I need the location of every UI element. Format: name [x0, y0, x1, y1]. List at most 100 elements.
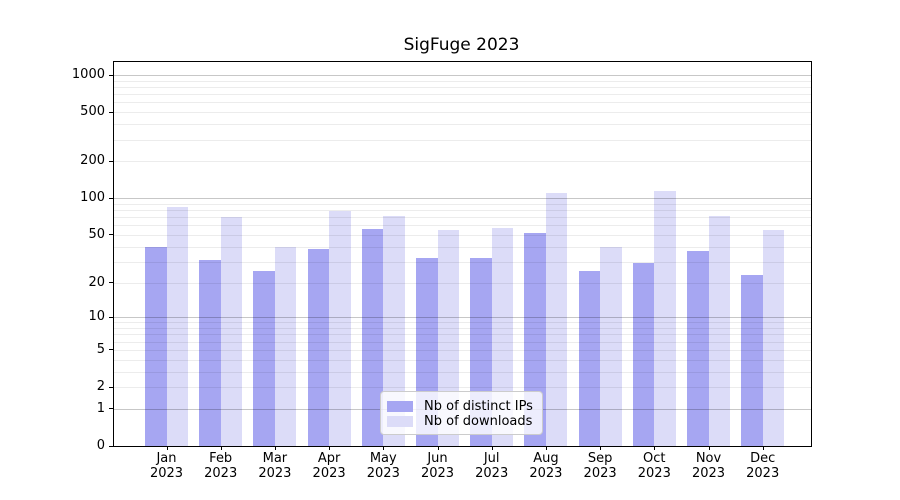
y-tick-label: 2 — [96, 379, 105, 394]
bar-distinct-ips-dec — [741, 275, 763, 446]
bar-downloads-oct — [654, 190, 676, 446]
gridline-minor — [114, 80, 811, 82]
bar-distinct-ips-oct — [632, 263, 655, 446]
gridline-minor — [114, 261, 811, 263]
gridline-minor — [114, 94, 811, 96]
y-tick-mark — [109, 408, 113, 410]
x-tick-mark — [708, 446, 710, 450]
x-tick-mark — [437, 446, 439, 450]
gridline-minor — [114, 161, 811, 163]
gridline-minor — [114, 139, 811, 141]
y-tick-label: 5 — [96, 341, 105, 357]
gridline-minor — [114, 102, 811, 104]
gridline-minor — [114, 282, 811, 284]
bar-downloads-mar — [274, 246, 297, 446]
y-tick-label: 200 — [80, 153, 105, 169]
bar-downloads-aug — [545, 193, 568, 446]
gridline-minor — [114, 334, 811, 336]
y-tick-mark — [109, 197, 113, 199]
x-tick-label: Oct 2023 — [637, 451, 671, 481]
legend: Nb of distinct IPs Nb of downloads — [380, 391, 543, 435]
bar-downloads-sep — [600, 246, 622, 446]
bar-distinct-ips-may — [361, 228, 384, 446]
x-tick-label: Jul 2023 — [475, 451, 509, 481]
y-tick-mark — [109, 316, 113, 318]
gridline-minor — [114, 387, 811, 388]
bar-downloads-jan — [166, 206, 188, 446]
x-tick-label: Feb 2023 — [204, 451, 238, 481]
y-tick-mark — [109, 111, 113, 113]
bar-downloads-feb — [220, 217, 243, 446]
y-tick-mark — [109, 74, 113, 76]
legend-item-distinct-ips: Nb of distinct IPs — [387, 399, 534, 414]
x-tick-mark — [600, 446, 602, 450]
gridline-minor — [114, 371, 811, 373]
gridline-minor — [114, 246, 811, 248]
gridline-minor — [114, 112, 811, 114]
y-tick-label: 1 — [96, 400, 105, 416]
x-tick-mark — [220, 446, 222, 450]
bar-distinct-ips-nov — [687, 250, 709, 446]
bar-downloads-may — [383, 216, 405, 446]
gridline-minor — [114, 341, 811, 343]
y-tick-mark — [109, 349, 113, 351]
y-tick-mark — [109, 282, 113, 283]
x-tick-label: Aug 2023 — [529, 451, 563, 481]
gridline-minor — [114, 225, 811, 227]
y-tick-label: 1000 — [71, 67, 105, 82]
legend-label-downloads: Nb of downloads — [424, 414, 533, 429]
y-tick-label: 500 — [80, 104, 105, 120]
bar-downloads-dec — [762, 229, 785, 446]
x-tick-mark — [166, 446, 168, 450]
bar-distinct-ips-apr — [307, 249, 330, 446]
bar-downloads-apr — [329, 211, 351, 446]
gridline-minor — [114, 210, 811, 212]
legend-label-distinct-ips: Nb of distinct IPs — [424, 399, 533, 414]
x-tick-mark — [383, 446, 385, 450]
x-tick-label: Apr 2023 — [312, 451, 346, 481]
y-tick-mark — [109, 386, 113, 388]
x-tick-label: Sep 2023 — [583, 451, 617, 481]
legend-item-downloads: Nb of downloads — [387, 414, 534, 429]
gridline-major — [114, 75, 811, 76]
x-tick-mark — [274, 446, 276, 450]
bar-downloads-nov — [708, 216, 730, 446]
y-tick-label: 100 — [80, 190, 105, 206]
y-tick-label: 20 — [88, 274, 105, 290]
chart-title: SigFuge 2023 — [403, 35, 520, 55]
bar-distinct-ips-feb — [199, 259, 221, 446]
plot-area — [113, 61, 812, 447]
gridline-minor — [114, 203, 811, 205]
gridline-minor — [114, 234, 811, 236]
x-tick-label: Dec 2023 — [746, 451, 780, 481]
legend-swatch-distinct-ips — [387, 401, 413, 412]
gridline-minor — [114, 124, 811, 126]
gridline-minor — [114, 217, 811, 219]
bar-distinct-ips-sep — [578, 271, 601, 446]
x-tick-label: Nov 2023 — [691, 451, 726, 481]
x-tick-mark — [545, 446, 547, 450]
x-tick-mark — [654, 446, 656, 450]
x-tick-label: Jun 2023 — [420, 451, 455, 481]
bar-distinct-ips-jan — [145, 246, 167, 446]
gridline-minor — [114, 349, 811, 351]
x-tick-mark — [329, 446, 331, 450]
x-tick-label: Jan 2023 — [149, 451, 184, 481]
y-tick-label: 10 — [88, 309, 105, 325]
gridline-major — [114, 317, 811, 319]
x-tick-label: Mar 2023 — [258, 451, 292, 481]
y-tick-mark — [109, 445, 113, 447]
y-tick-label: 0 — [96, 438, 105, 453]
y-tick-label: 50 — [88, 226, 105, 242]
gridline-minor — [114, 328, 811, 329]
gridline-minor — [114, 86, 811, 88]
bar-distinct-ips-mar — [253, 271, 275, 446]
x-tick-mark — [762, 446, 764, 450]
y-tick-mark — [109, 160, 113, 162]
gridline-minor — [114, 359, 811, 361]
x-tick-label: May 2023 — [366, 451, 400, 481]
y-tick-mark — [109, 234, 113, 236]
x-tick-mark — [491, 446, 493, 450]
gridline-major — [114, 198, 811, 200]
